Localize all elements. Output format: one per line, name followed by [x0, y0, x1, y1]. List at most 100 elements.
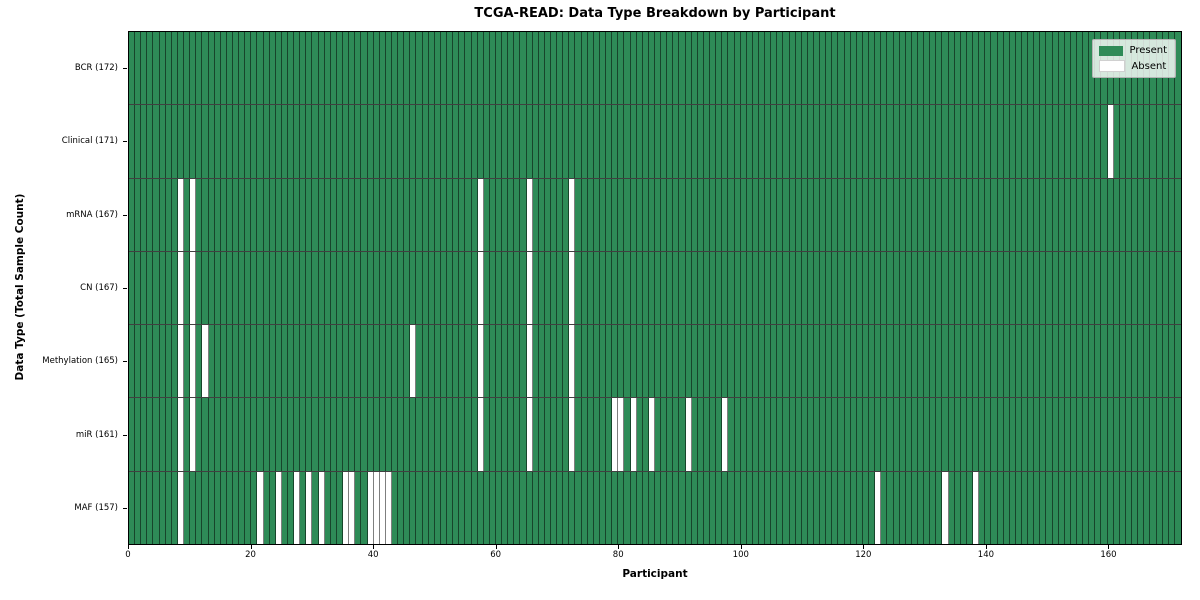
cell-clinical-131 — [930, 105, 937, 178]
cell-maf-77 — [599, 471, 607, 544]
cell-mir-154 — [1070, 398, 1078, 471]
cell-mir-78 — [606, 398, 613, 471]
cell-mrna-143 — [1003, 178, 1010, 251]
xtick-mark — [985, 545, 987, 549]
plot-area: Present Absent — [128, 31, 1182, 545]
cell-cn-98 — [728, 251, 735, 325]
cell-mrna-55 — [465, 178, 472, 251]
cell-cn-26 — [288, 251, 295, 325]
cell-cn-137 — [966, 251, 974, 325]
cell-cn-29 — [306, 251, 313, 325]
cell-mrna-42 — [385, 178, 392, 251]
cell-clinical-123 — [881, 105, 888, 178]
cell-cn-133 — [942, 251, 949, 325]
cell-cn-112 — [814, 251, 821, 325]
cell-mir-9 — [184, 398, 191, 471]
cell-cn-107 — [783, 251, 790, 325]
cell-bcr-40 — [373, 32, 380, 105]
cell-mir-150 — [1046, 398, 1053, 471]
cell-methylation-44 — [398, 325, 405, 398]
cell-clinical-112 — [814, 105, 821, 178]
cell-clinical-144 — [1009, 105, 1016, 178]
cell-methylation-95 — [710, 325, 717, 398]
cell-clinical-60 — [495, 105, 503, 178]
cell-clinical-37 — [355, 105, 362, 178]
cell-cn-57 — [477, 251, 484, 325]
cell-mrna-72 — [569, 178, 576, 251]
cell-mir-109 — [795, 398, 802, 471]
cell-cn-114 — [826, 251, 833, 325]
cell-clinical-139 — [979, 105, 986, 178]
cell-mrna-123 — [881, 178, 888, 251]
cell-maf-26 — [288, 471, 295, 544]
cell-bcr-55 — [465, 32, 472, 105]
cell-clinical-73 — [575, 105, 582, 178]
cell-methylation-46 — [410, 325, 417, 398]
cell-maf-82 — [630, 471, 637, 544]
cell-bcr-78 — [606, 32, 613, 105]
cell-clinical-66 — [532, 105, 539, 178]
cell-bcr-141 — [991, 32, 998, 105]
heatmap-grid — [129, 32, 1181, 544]
cell-mir-29 — [306, 398, 313, 471]
cell-clinical-76 — [593, 105, 600, 178]
cell-bcr-127 — [905, 32, 912, 105]
xtick-0: 0 — [125, 550, 131, 560]
cell-mrna-106 — [777, 178, 784, 251]
cell-bcr-48 — [422, 32, 429, 105]
cell-maf-1 — [135, 471, 142, 544]
cell-bcr-98 — [728, 32, 735, 105]
cell-mrna-151 — [1052, 178, 1059, 251]
cell-maf-143 — [1003, 471, 1010, 544]
cell-methylation-37 — [355, 325, 362, 398]
cell-bcr-64 — [520, 32, 527, 105]
cell-mrna-0 — [129, 178, 136, 251]
cell-mrna-73 — [575, 178, 582, 251]
cell-mir-129 — [918, 398, 925, 471]
cell-maf-44 — [398, 471, 405, 544]
cell-mrna-144 — [1009, 178, 1016, 251]
cell-cn-127 — [905, 251, 912, 325]
cell-bcr-34 — [336, 32, 344, 105]
cell-cn-150 — [1046, 251, 1053, 325]
cell-bcr-118 — [850, 32, 857, 105]
cell-clinical-114 — [826, 105, 833, 178]
cell-bcr-96 — [716, 32, 723, 105]
cell-clinical-161 — [1113, 105, 1120, 178]
cell-mrna-4 — [153, 178, 160, 251]
cell-bcr-17 — [232, 32, 240, 105]
cell-cn-131 — [930, 251, 937, 325]
cell-maf-69 — [551, 471, 558, 544]
cell-bcr-147 — [1028, 32, 1035, 105]
cell-methylation-56 — [471, 325, 478, 398]
cell-mir-76 — [593, 398, 600, 471]
cell-clinical-101 — [746, 105, 753, 178]
cell-mir-73 — [575, 398, 582, 471]
cell-clinical-36 — [349, 105, 356, 178]
cell-maf-122 — [875, 471, 882, 544]
cell-cn-161 — [1113, 251, 1120, 325]
cell-methylation-62 — [508, 325, 515, 398]
cell-cn-155 — [1077, 251, 1084, 325]
cell-maf-28 — [300, 471, 307, 544]
cell-mir-60 — [495, 398, 503, 471]
cell-maf-101 — [746, 471, 753, 544]
cell-cn-30 — [312, 251, 319, 325]
cell-mir-69 — [551, 398, 558, 471]
cell-methylation-50 — [434, 325, 441, 398]
cell-cn-64 — [520, 251, 527, 325]
cell-bcr-121 — [869, 32, 876, 105]
cell-mrna-68 — [544, 178, 552, 251]
cell-bcr-144 — [1009, 32, 1016, 105]
cell-cn-93 — [697, 251, 704, 325]
cell-clinical-85 — [648, 105, 655, 178]
cell-mrna-79 — [612, 178, 619, 251]
cell-bcr-138 — [973, 32, 980, 105]
cell-mir-39 — [367, 398, 374, 471]
cell-mrna-156 — [1083, 178, 1090, 251]
cell-bcr-135 — [954, 32, 961, 105]
cell-methylation-148 — [1034, 325, 1041, 398]
cell-mrna-146 — [1021, 178, 1029, 251]
xtick-40: 40 — [367, 550, 379, 560]
cell-mir-15 — [220, 398, 227, 471]
